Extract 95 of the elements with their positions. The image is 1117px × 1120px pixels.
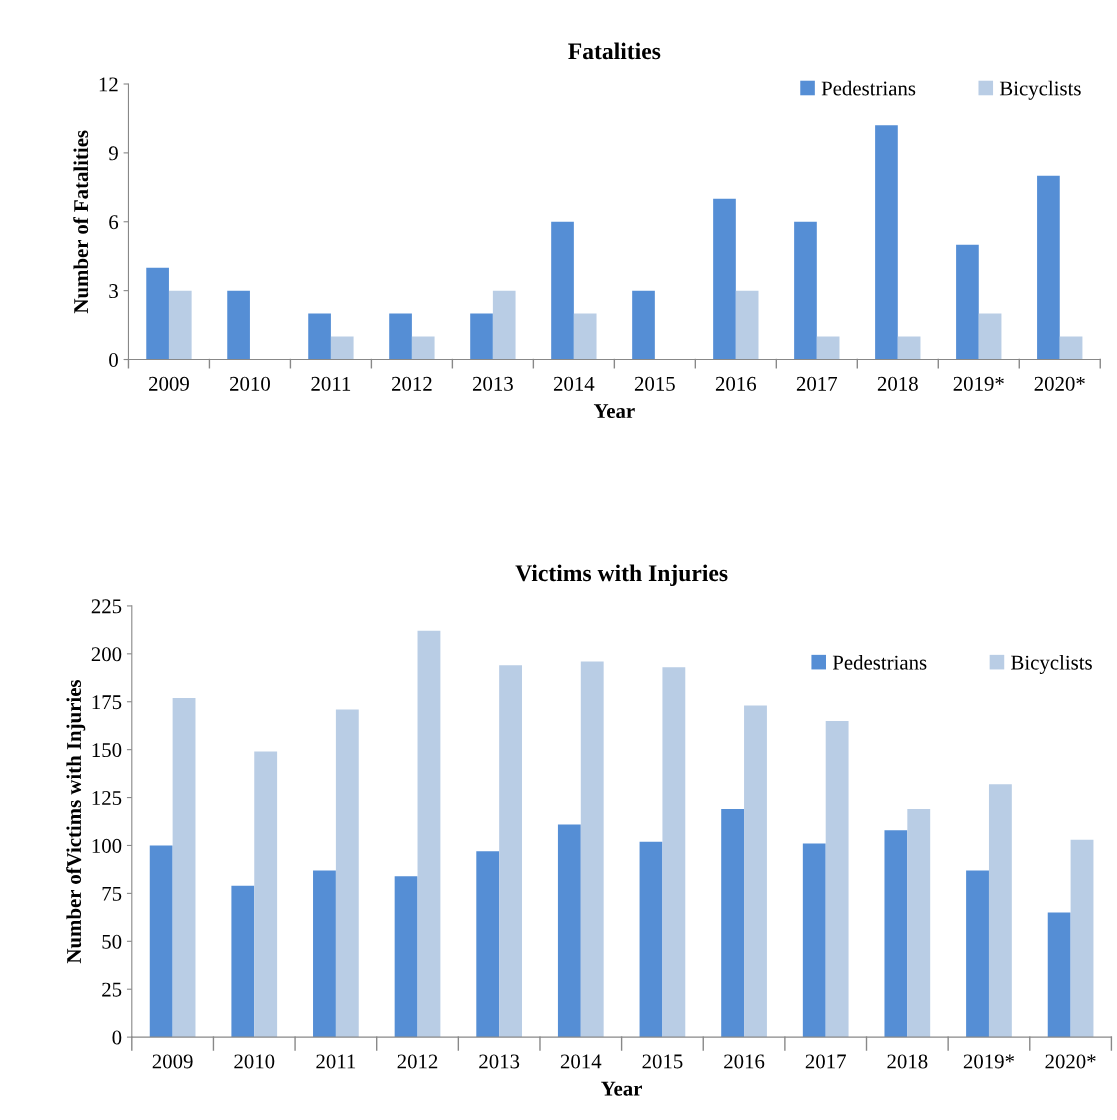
y-tick-label: 25 <box>102 982 122 997</box>
x-tick-label: 2010 <box>234 1054 275 1069</box>
bar <box>802 843 826 1038</box>
legend-label: Pedestrians <box>821 80 916 96</box>
bar <box>573 313 597 360</box>
x-tick-label: 2015 <box>642 1054 683 1069</box>
x-axis-title: Year <box>601 1081 642 1096</box>
bar <box>1037 175 1060 360</box>
bar <box>875 125 898 360</box>
x-tick-label: 2012 <box>397 1054 438 1069</box>
bar <box>470 313 493 360</box>
bar <box>816 336 840 360</box>
bar <box>394 876 418 1038</box>
y-tick-label: 0 <box>112 1030 122 1045</box>
x-axis-title: Year <box>593 404 635 419</box>
x-tick-label: 2009 <box>149 376 189 391</box>
bar <box>330 336 354 360</box>
y-tick-label: 0 <box>109 352 118 367</box>
bar <box>632 290 655 360</box>
y-tick-label: 12 <box>99 77 118 92</box>
bar <box>557 824 581 1038</box>
y-tick-label: 225 <box>91 599 122 614</box>
bar <box>825 720 849 1038</box>
y-axis-title: Number ofVictims with Injuries <box>66 679 86 964</box>
bar <box>713 198 736 360</box>
bar <box>313 870 336 1038</box>
bar <box>168 290 192 360</box>
bar <box>721 809 745 1038</box>
x-tick-label: 2019* <box>963 1054 1015 1069</box>
bar <box>897 336 921 360</box>
x-tick-label: 2018 <box>887 1054 928 1069</box>
bar <box>146 267 169 360</box>
y-tick-label: 100 <box>92 838 122 853</box>
x-tick-label: 2020* <box>1045 1054 1096 1069</box>
bar <box>172 697 196 1038</box>
y-tick-label: 125 <box>92 791 122 805</box>
bar <box>956 244 979 360</box>
y-tick-label: 200 <box>91 647 122 662</box>
bar <box>417 630 441 1038</box>
bar <box>499 665 523 1038</box>
bar <box>254 751 278 1038</box>
y-tick-label: 50 <box>102 934 122 949</box>
bar <box>308 313 331 360</box>
bar <box>411 336 435 360</box>
legend-label: Bicyclists <box>1011 654 1092 674</box>
chart-title: Fatalities <box>568 42 661 60</box>
x-tick-label: 2011 <box>311 376 351 391</box>
bar <box>884 830 908 1038</box>
bar <box>639 841 663 1038</box>
bar <box>988 784 1012 1038</box>
y-tick-label: 150 <box>92 743 122 758</box>
x-tick-label: 2018 <box>877 376 918 391</box>
bar <box>492 290 516 360</box>
x-tick-label: 2016 <box>715 376 757 391</box>
x-tick-label: 2012 <box>391 376 432 391</box>
y-tick-label: 3 <box>109 284 118 299</box>
bar <box>662 667 686 1038</box>
bar <box>551 221 574 360</box>
bar <box>744 705 767 1038</box>
x-tick-label: 2016 <box>724 1054 765 1069</box>
legend-label: Pedestrians <box>832 654 927 670</box>
y-axis-title: Number of Fatalities <box>73 130 89 314</box>
bar <box>231 885 255 1038</box>
bar <box>476 851 500 1038</box>
x-tick-label: 2015 <box>634 376 675 391</box>
bar <box>1047 912 1071 1038</box>
bar <box>149 845 173 1038</box>
y-tick-label: 9 <box>108 146 118 161</box>
x-tick-label: 2009 <box>152 1054 193 1069</box>
bar <box>735 290 759 360</box>
bar <box>1059 336 1083 360</box>
x-tick-label: 2010 <box>230 376 270 391</box>
y-tick-label: 175 <box>92 695 122 710</box>
x-tick-label: 2017 <box>805 1054 846 1069</box>
y-tick-label: 75 <box>102 886 122 901</box>
bar <box>389 313 412 360</box>
y-tick-label: 6 <box>109 215 119 230</box>
x-tick-label: 2014 <box>560 1054 602 1069</box>
x-tick-label: 2013 <box>479 1054 520 1069</box>
bar <box>1070 839 1094 1038</box>
chart-title: Victims with Injuries <box>515 564 728 586</box>
x-tick-label: 2014 <box>553 376 595 391</box>
legend-label: Bicyclists <box>999 80 1081 100</box>
bar <box>978 313 1002 360</box>
bar <box>580 661 604 1038</box>
bar <box>907 809 931 1038</box>
bar <box>227 290 250 360</box>
x-tick-label: 2013 <box>472 376 513 391</box>
x-tick-label: 2020* <box>1034 376 1085 391</box>
x-tick-label: 2019* <box>953 376 1004 391</box>
x-tick-label: 2011 <box>316 1054 356 1069</box>
x-tick-label: 2017 <box>796 376 838 391</box>
bar <box>794 221 817 360</box>
bar <box>966 870 989 1038</box>
bar <box>335 709 359 1038</box>
